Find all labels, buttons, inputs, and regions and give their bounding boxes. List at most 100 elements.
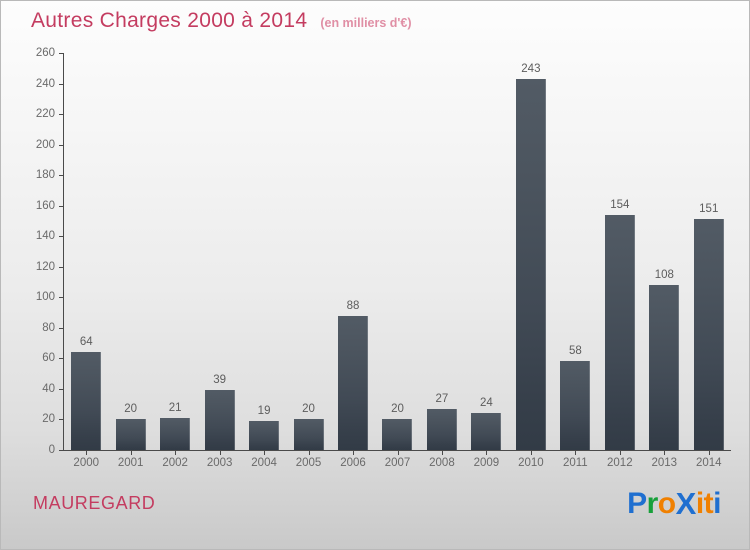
bar-2008[interactable] (426, 408, 457, 450)
y-axis-tick (59, 297, 64, 299)
bar-2012[interactable] (604, 214, 635, 450)
logo-letter-P: P (627, 487, 647, 520)
proxiti-logo[interactable]: ProXiti (627, 487, 721, 519)
y-axis-label: 20 (42, 413, 55, 426)
bar-group: 88 2006 (331, 53, 375, 469)
bar-2000[interactable] (71, 352, 102, 450)
x-axis-tick (619, 450, 621, 455)
bar-group: 20 2007 (375, 53, 419, 469)
bar-2001[interactable] (115, 419, 146, 450)
y-axis-tick (59, 419, 64, 421)
logo-letter-o: o (657, 487, 676, 520)
bar-2002[interactable] (160, 417, 191, 450)
bar-group: 58 2011 (553, 53, 597, 469)
bar-group: 20 2001 (108, 53, 152, 469)
bar-group: 151 2014 (687, 53, 731, 469)
bar-2005[interactable] (293, 419, 324, 450)
bar-value-label: 151 (699, 203, 719, 216)
bar-value-label: 20 (124, 403, 138, 416)
bar-value-label: 88 (346, 299, 360, 312)
bar-value-label: 64 (79, 336, 93, 349)
logo-letter-i: i (695, 487, 704, 520)
x-axis-tick (664, 450, 666, 455)
bar-value-label: 154 (610, 198, 630, 211)
x-axis-label-2004: 2004 (251, 457, 277, 469)
x-axis-line (63, 450, 731, 451)
bar-value-label: 27 (435, 392, 449, 405)
bar-value-label: 19 (257, 405, 271, 417)
y-axis-label: 0 (48, 444, 55, 456)
bar-2011[interactable] (560, 361, 591, 450)
x-axis-tick (397, 450, 399, 455)
y-axis-tick (59, 53, 64, 54)
x-axis-label-2000: 2000 (73, 457, 100, 469)
y-axis-label: 240 (35, 77, 55, 90)
bar-value-label: 58 (568, 345, 582, 358)
bar-2004[interactable] (249, 421, 280, 450)
x-axis-tick (575, 450, 577, 455)
x-axis-tick (530, 450, 532, 455)
x-axis-tick (175, 450, 177, 455)
y-axis-label: 120 (35, 260, 55, 273)
y-axis-label: 220 (35, 108, 55, 121)
x-axis-label-2009: 2009 (473, 457, 500, 469)
bar-value-label: 20 (302, 403, 315, 416)
bar-2014[interactable] (693, 219, 724, 450)
bar-series: 64 2000 20 2001 21 2002 39 2003 19 2004 20 2005 88 20… (64, 53, 731, 469)
bar-group: 27 2008 (420, 53, 464, 469)
chart-title: Autres Charges 2000 à 2014 (31, 9, 308, 32)
y-axis-tick (59, 83, 64, 85)
x-axis-label-2005: 2005 (295, 457, 322, 469)
logo-letter-r: r (646, 487, 659, 520)
bar-value-label: 21 (168, 401, 182, 414)
bar-value-label: 39 (213, 374, 227, 387)
y-axis-tick (59, 205, 64, 207)
x-axis-label-2006: 2006 (340, 457, 366, 469)
y-axis-tick (59, 175, 64, 177)
bar-2006[interactable] (338, 315, 369, 450)
x-axis-tick (219, 450, 221, 455)
logo-letter-X: X (675, 486, 697, 521)
y-axis-label: 160 (35, 199, 55, 212)
x-axis-tick (264, 450, 266, 455)
y-axis-tick (59, 327, 64, 329)
bar-group: 64 2000 (64, 53, 108, 469)
x-axis-label-2008: 2008 (429, 457, 455, 469)
logo-letter-i: i (713, 487, 721, 520)
x-axis-label-2012: 2012 (607, 457, 633, 469)
x-axis-tick (130, 450, 132, 455)
y-axis-tick (59, 236, 64, 238)
y-axis-label: 40 (42, 382, 55, 395)
y-axis-label: 80 (42, 321, 55, 334)
x-axis-label-2010: 2010 (518, 457, 544, 469)
y-axis-line (63, 53, 64, 451)
x-axis-label-2002: 2002 (162, 457, 188, 469)
bar-group: 39 2003 (197, 53, 241, 469)
x-axis-tick (708, 450, 710, 455)
logo-letter-t: t (703, 487, 714, 520)
x-axis-tick (441, 450, 443, 455)
y-axis-tick (59, 144, 64, 146)
x-axis-tick (486, 450, 488, 455)
plot-area: 0 20 40 60 80 100 120 140 160 180 200 220 240 260 64 2… (36, 47, 731, 469)
bar-group: 19 2004 (242, 53, 286, 469)
x-axis-label-2011: 2011 (562, 457, 588, 469)
bar-2007[interactable] (382, 419, 413, 450)
bar-group: 154 2012 (598, 53, 642, 469)
bar-2013[interactable] (649, 285, 680, 450)
bar-value-label: 108 (654, 269, 674, 282)
x-axis-tick (86, 450, 88, 455)
y-axis-label: 180 (35, 169, 55, 182)
bar-2009[interactable] (471, 413, 502, 450)
bar-2003[interactable] (204, 390, 235, 450)
bar-value-label: 243 (521, 62, 541, 75)
y-axis-label: 260 (35, 47, 55, 59)
bar-2010[interactable] (515, 78, 546, 450)
bar-group: 108 2013 (642, 53, 686, 469)
x-axis-tick (308, 450, 310, 455)
bar-group: 20 2005 (286, 53, 330, 469)
x-axis-label-2003: 2003 (206, 457, 233, 469)
y-axis-label: 140 (35, 230, 55, 243)
y-axis-label: 100 (35, 291, 55, 304)
